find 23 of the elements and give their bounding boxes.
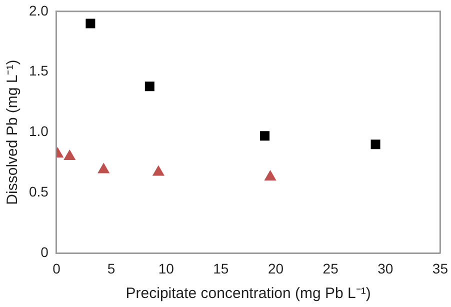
y-tick-label: 1.5 bbox=[28, 62, 49, 79]
x-tick-label: 5 bbox=[107, 260, 116, 276]
y-tick-label: 0 bbox=[40, 244, 49, 260]
x-tick-label: 30 bbox=[378, 260, 394, 276]
y-tick-label: 1.0 bbox=[28, 123, 49, 140]
point bbox=[370, 140, 380, 150]
point bbox=[144, 82, 154, 92]
point bbox=[64, 150, 76, 160]
x-tick-label: 15 bbox=[213, 260, 229, 276]
y-tick-label: 2.0 bbox=[28, 2, 49, 18]
x-axis-title: Precipitate concentration (mg Pb L⁻¹) bbox=[126, 285, 371, 302]
point bbox=[152, 166, 164, 176]
point bbox=[260, 131, 270, 141]
point bbox=[264, 170, 276, 181]
x-tick-label: 10 bbox=[158, 260, 174, 276]
point bbox=[98, 163, 110, 174]
point bbox=[86, 18, 96, 28]
y-tick-label: 0.5 bbox=[28, 184, 49, 200]
x-tick-label: 0 bbox=[52, 260, 61, 276]
x-tick-label: 35 bbox=[432, 260, 448, 276]
x-tick-label: 25 bbox=[322, 260, 339, 276]
y-axis-title: Dissolved Pb (mg L⁻¹) bbox=[4, 60, 22, 205]
x-tick-label: 20 bbox=[268, 260, 284, 276]
